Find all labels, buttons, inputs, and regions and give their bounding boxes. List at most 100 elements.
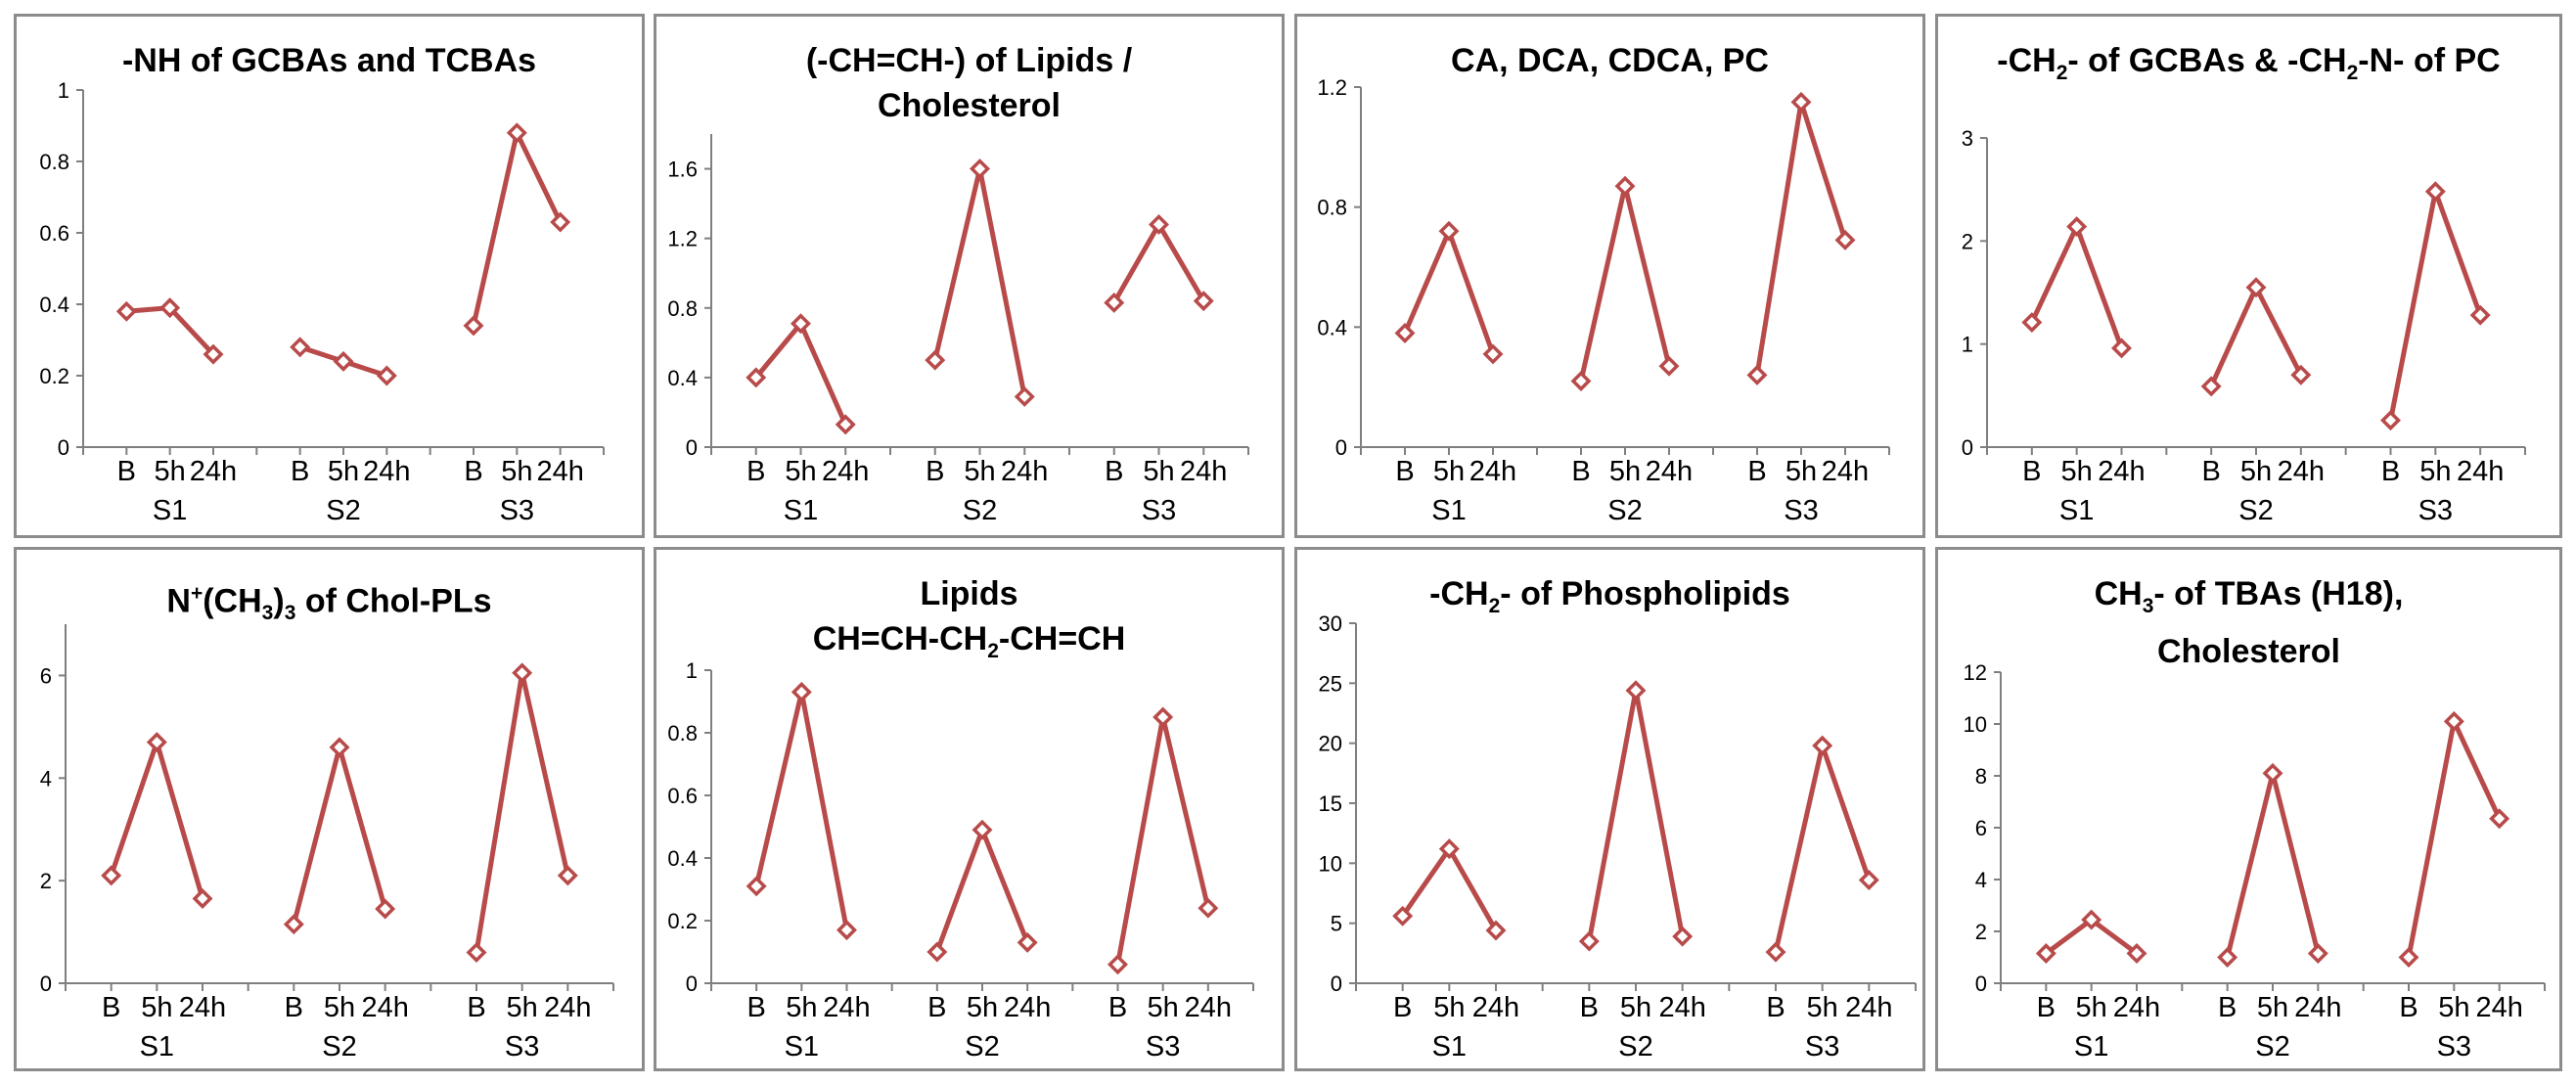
x-category-label: B — [117, 456, 136, 487]
x-group-label: S3 — [500, 495, 534, 526]
x-category-label: B — [2218, 992, 2237, 1023]
data-point-marker — [283, 914, 304, 935]
data-point-marker — [925, 349, 946, 371]
y-tick-label: 4 — [1975, 868, 1987, 892]
series-line — [1115, 714, 1211, 966]
x-category-label: B — [927, 992, 946, 1023]
x-category-label: 24h — [2294, 992, 2341, 1023]
data-point-marker — [1104, 292, 1125, 313]
y-tick-label: 20 — [1319, 732, 1342, 756]
data-point-marker — [1152, 706, 1174, 728]
x-group-label: S2 — [965, 1031, 999, 1062]
chart-title: Lipids CH=CH-CH2-CH=CH — [812, 575, 1126, 662]
y-tick-label: 0 — [40, 972, 52, 996]
data-point-marker — [159, 297, 181, 319]
chart-title: (-CH=CH-) of Lipids / Cholesterol — [805, 42, 1133, 124]
series-line — [2388, 189, 2483, 422]
x-group-label: S1 — [153, 495, 187, 526]
y-tick-label: 1 — [686, 658, 698, 683]
x-category-label: 24h — [823, 992, 870, 1023]
x-group-label: S2 — [1607, 495, 1642, 526]
data-point-marker — [1625, 680, 1647, 701]
data-point-marker — [1570, 371, 1592, 392]
x-category-label: 5h — [785, 456, 816, 487]
data-point-marker — [1482, 343, 1504, 365]
x-group-label: S3 — [2418, 495, 2453, 526]
x-group-label: S1 — [785, 1031, 819, 1062]
chart-panel-nh: -NH of GCBAs and TCBAs 0 0.2 0.4 0.6 0.8 1 B 5h… — [14, 14, 645, 538]
series-line — [474, 670, 570, 953]
data-point-marker — [557, 865, 578, 886]
x-category-label: B — [467, 992, 485, 1023]
data-point-marker — [2398, 947, 2419, 968]
y-tick-label: 0.8 — [39, 150, 69, 174]
data-point-marker — [2380, 410, 2401, 431]
data-point-marker — [512, 662, 533, 684]
x-category-label: B — [291, 456, 309, 487]
x-category-label: 24h — [2278, 456, 2325, 487]
data-point-marker — [1394, 322, 1416, 343]
data-point-marker — [1438, 220, 1460, 242]
x-category-label: 24h — [2113, 992, 2160, 1023]
series-line — [1586, 688, 1686, 942]
data-point-marker — [746, 367, 767, 388]
x-category-label: 24h — [179, 992, 226, 1023]
y-tick-label: 6 — [1975, 816, 1987, 840]
x-category-label: 5h — [155, 456, 186, 487]
data-point-marker — [333, 350, 354, 372]
data-point-marker — [2489, 808, 2510, 830]
data-point-marker — [2021, 312, 2043, 334]
chart-title: -CH2- of GCBAs & -CH2-N- of PC — [1997, 42, 2501, 84]
chart-panel-chol-pls: N+(CH3)3 of Chol-PLs 0 2 4 6 B 5h 24h S1 B 5h 24h S… — [14, 547, 645, 1071]
x-category-label: 5h — [507, 992, 538, 1023]
x-category-label: B — [2399, 992, 2418, 1023]
x-category-label: 24h — [190, 456, 237, 487]
x-group-label: S3 — [2437, 1031, 2471, 1062]
y-tick-label: 10 — [1319, 851, 1342, 876]
data-point-marker — [2217, 947, 2238, 968]
data-point-marker — [2443, 710, 2464, 732]
series-line — [753, 689, 849, 931]
data-point-marker — [376, 365, 397, 386]
data-point-marker — [1438, 838, 1460, 860]
x-category-label: 5h — [964, 456, 995, 487]
y-tick-label: 1 — [1962, 333, 1973, 357]
data-point-marker — [101, 865, 122, 886]
y-tick-label: 4 — [40, 766, 52, 791]
chart-panel-ch2-gcbas: -CH2- of GCBAs & -CH2-N- of PC 0 1 2 3 B 5h 24… — [1935, 14, 2562, 538]
y-tick-label: 0.2 — [667, 909, 698, 933]
x-category-label: B — [2022, 456, 2041, 487]
y-tick-label: 0.4 — [39, 293, 69, 317]
x-category-label: B — [1747, 456, 1766, 487]
series-line — [2208, 285, 2304, 387]
x-category-label: 24h — [1185, 992, 1232, 1023]
series-line — [934, 827, 1030, 953]
y-tick-label: 0.4 — [1317, 315, 1347, 339]
chart-panel-ch-ch-lipids: (-CH=CH-) of Lipids / Cholesterol 0 0.4 0.8… — [654, 14, 1285, 538]
data-point-marker — [1107, 954, 1128, 975]
series-line — [2406, 718, 2502, 958]
data-point-marker — [2035, 943, 2056, 964]
data-point-marker — [1858, 870, 1879, 890]
y-tick-label: 0 — [686, 435, 698, 460]
y-tick-label: 1 — [58, 78, 69, 103]
x-category-label: 5h — [2257, 992, 2288, 1023]
data-point-marker — [1765, 941, 1786, 963]
y-tick-label: 2 — [1975, 920, 1987, 944]
data-point-marker — [1790, 91, 1812, 113]
x-category-label: 24h — [2475, 992, 2522, 1023]
x-category-label: B — [746, 456, 765, 487]
x-category-label: 5h — [2076, 992, 2107, 1023]
x-category-label: 24h — [1004, 992, 1051, 1023]
y-tick-label: 0 — [1335, 435, 1347, 460]
series-line — [2029, 224, 2124, 349]
data-point-marker — [1834, 229, 1856, 250]
x-category-label: 5h — [2438, 992, 2469, 1023]
y-tick-label: 0.8 — [1317, 196, 1347, 220]
data-point-marker — [1014, 385, 1035, 407]
chart-panel-phospholipids: -CH2- of Phospholipids 0 5 10 15 20 25 30 B 5h 24… — [1294, 547, 1925, 1071]
